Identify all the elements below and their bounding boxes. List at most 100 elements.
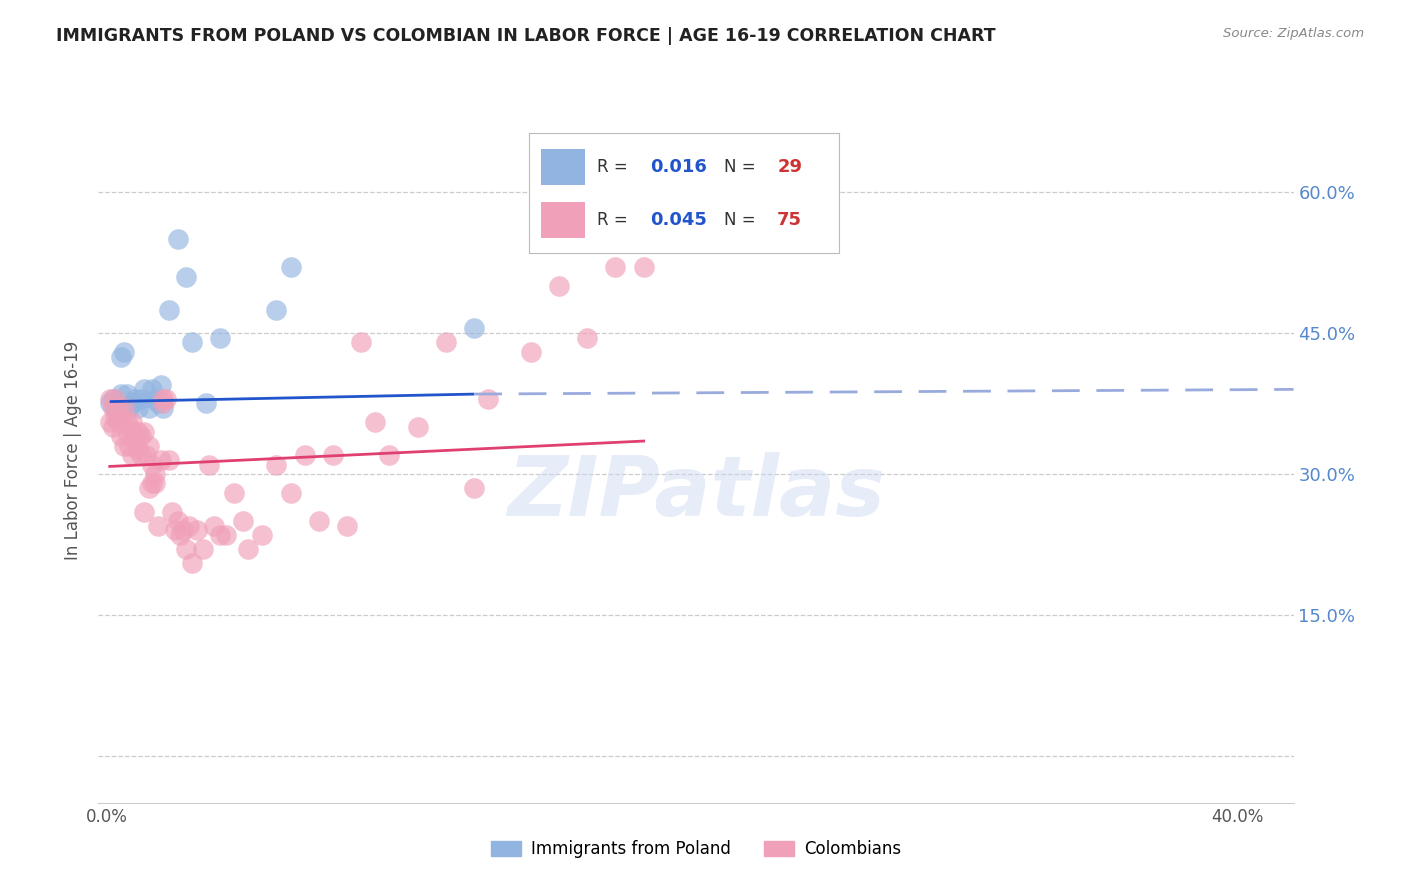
Point xyxy=(143,476,166,491)
Point xyxy=(149,377,172,392)
Point xyxy=(197,458,219,472)
Point xyxy=(118,401,141,416)
Text: ZIPatlas: ZIPatlas xyxy=(508,452,884,533)
Point xyxy=(146,396,169,410)
Point xyxy=(104,392,127,406)
Legend: Immigrants from Poland, Colombians: Immigrants from Poland, Colombians xyxy=(484,834,908,865)
Point xyxy=(124,392,146,406)
Point xyxy=(115,425,138,439)
Point xyxy=(127,443,149,458)
Point xyxy=(214,528,236,542)
Point xyxy=(110,387,132,401)
Point xyxy=(186,524,208,538)
Point xyxy=(129,392,152,406)
Point xyxy=(110,429,132,443)
Point xyxy=(129,429,152,443)
Point xyxy=(127,401,149,416)
Point xyxy=(124,434,146,448)
Point xyxy=(406,420,429,434)
Point xyxy=(112,401,135,416)
Point xyxy=(112,439,135,453)
Point xyxy=(152,396,174,410)
Point xyxy=(308,514,330,528)
Point xyxy=(194,396,217,410)
Point xyxy=(519,344,541,359)
Point xyxy=(149,453,172,467)
Point xyxy=(107,410,129,425)
Point xyxy=(191,542,214,557)
Point xyxy=(141,458,163,472)
Point xyxy=(138,439,160,453)
Point xyxy=(141,476,163,491)
Point xyxy=(633,260,655,275)
Point xyxy=(129,448,152,462)
Point xyxy=(143,392,166,406)
Point xyxy=(127,425,149,439)
Point xyxy=(138,401,160,416)
Point xyxy=(98,392,121,406)
Point xyxy=(350,335,373,350)
Point xyxy=(132,425,155,439)
Point xyxy=(132,383,155,397)
Point xyxy=(107,401,129,416)
Point xyxy=(177,518,200,533)
Point xyxy=(101,392,124,406)
Point xyxy=(169,528,191,542)
Point xyxy=(143,467,166,481)
Point xyxy=(107,415,129,429)
Point xyxy=(172,524,194,538)
Point xyxy=(124,429,146,443)
Point xyxy=(280,485,302,500)
Point xyxy=(180,335,202,350)
Point xyxy=(121,415,143,429)
Point xyxy=(132,504,155,518)
Point xyxy=(101,401,124,416)
Point xyxy=(121,396,143,410)
Point xyxy=(174,542,197,557)
Point xyxy=(118,420,141,434)
Point xyxy=(266,458,288,472)
Point xyxy=(222,485,245,500)
Point xyxy=(252,528,274,542)
Point xyxy=(135,448,157,462)
Point xyxy=(434,335,457,350)
Point xyxy=(98,396,121,410)
Y-axis label: In Labor Force | Age 16-19: In Labor Force | Age 16-19 xyxy=(65,341,83,560)
Point xyxy=(576,331,599,345)
Point xyxy=(463,481,485,495)
Point xyxy=(166,514,188,528)
Point xyxy=(174,269,197,284)
Point xyxy=(157,453,180,467)
Point xyxy=(208,331,231,345)
Point xyxy=(104,410,127,425)
Point xyxy=(336,518,359,533)
Point xyxy=(231,514,253,528)
Point xyxy=(364,415,387,429)
Point xyxy=(238,542,260,557)
Point xyxy=(463,321,485,335)
Point xyxy=(112,344,135,359)
Point xyxy=(266,302,288,317)
Point xyxy=(180,556,202,570)
Point xyxy=(155,392,177,406)
Point xyxy=(280,260,302,275)
Point xyxy=(110,410,132,425)
Point xyxy=(605,260,627,275)
Point xyxy=(115,415,138,429)
Point xyxy=(166,232,188,246)
Point xyxy=(160,504,183,518)
Point xyxy=(104,401,127,416)
Point xyxy=(294,448,316,462)
Point xyxy=(152,392,174,406)
Text: IMMIGRANTS FROM POLAND VS COLOMBIAN IN LABOR FORCE | AGE 16-19 CORRELATION CHART: IMMIGRANTS FROM POLAND VS COLOMBIAN IN L… xyxy=(56,27,995,45)
Point xyxy=(202,518,225,533)
Point xyxy=(163,524,186,538)
Point xyxy=(141,383,163,397)
Point xyxy=(98,415,121,429)
Point xyxy=(477,392,499,406)
Point xyxy=(322,448,344,462)
Point xyxy=(138,481,160,495)
Point xyxy=(208,528,231,542)
Text: Source: ZipAtlas.com: Source: ZipAtlas.com xyxy=(1223,27,1364,40)
Point xyxy=(157,302,180,317)
